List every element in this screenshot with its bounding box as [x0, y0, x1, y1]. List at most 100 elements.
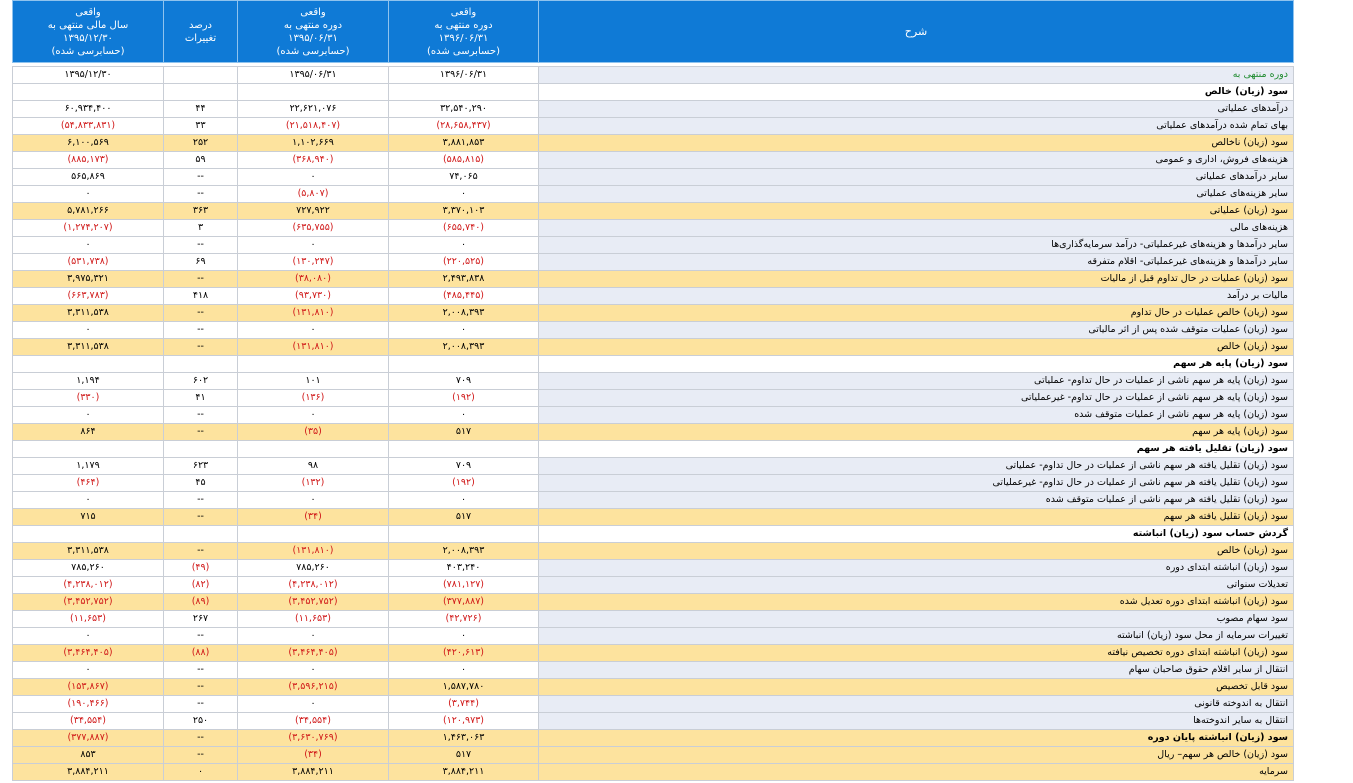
cell-description: سود (زیان) خالص — [538, 542, 1294, 560]
cell-change-percent: -- — [163, 406, 238, 424]
table-row: سود (زیان) خالص — [12, 83, 1294, 101]
header-curr-line2: دوره منتهی به — [434, 19, 493, 31]
cell-description: تغییرات سرمایه از محل سود (زیان) انباشته — [538, 627, 1294, 645]
cell-change-percent: -- — [163, 423, 238, 441]
cell-change-percent: ۶۹ — [163, 253, 238, 271]
cell-current-period: ۵۱۷ — [388, 746, 539, 764]
cell-description: سود (زیان) خالص — [538, 338, 1294, 356]
cell-current-period: ۷۴,۰۶۵ — [388, 168, 539, 186]
cell-change-percent: ۳ — [163, 219, 238, 237]
cell-previous-period — [237, 440, 389, 458]
cell-current-period: (۱۹۲) — [388, 389, 539, 407]
cell-fiscal-year: ۰ — [12, 627, 164, 645]
cell-fiscal-year: ۳,۳۱۱,۵۳۸ — [12, 338, 164, 356]
table-row: ۳,۹۷۵,۳۲۱ -- (۳۸,۰۸۰) ۲,۴۹۳,۸۳۸ سود (زیان) ع… — [12, 270, 1294, 288]
cell-previous-period: ۱۳۹۵/۰۶/۳۱ — [237, 66, 389, 84]
cell-previous-period: (۲۱,۵۱۸,۴۰۷) — [237, 117, 389, 135]
cell-previous-period — [237, 83, 389, 101]
table-row: (۵۳۱,۷۳۸) ۶۹ (۱۳۰,۲۴۷) (۲۲۰,۵۲۵) سایر درآمده… — [12, 253, 1294, 271]
cell-current-period: ۰ — [388, 185, 539, 203]
table-row: (۳,۴۵۲,۷۵۲) (۸۹) (۳,۴۵۲,۷۵۲) (۳۷۷,۸۸۷) سود (… — [12, 593, 1294, 611]
cell-description: سود (زیان) پایه هر سهم ناشی از عملیات در… — [538, 372, 1294, 390]
table-row: ۱,۱۹۴ ۶۰۲ ۱۰۱ ۷۰۹ سود (زیان) پایه هر سهم ناش… — [12, 372, 1294, 390]
cell-current-period: ۳,۳۷۰,۱۰۳ — [388, 202, 539, 220]
cell-current-period: (۴۲,۷۲۶) — [388, 610, 539, 628]
table-row: (۱,۲۷۴,۲۰۷) ۳ (۶۳۵,۷۵۵) (۶۵۵,۷۴۰) هزینه‌های … — [12, 219, 1294, 237]
cell-fiscal-year — [12, 440, 164, 458]
cell-current-period: ۵۱۷ — [388, 423, 539, 441]
cell-description: درآمدهای عملیاتی — [538, 100, 1294, 118]
cell-previous-period: ۱,۱۰۲,۶۶۹ — [237, 134, 389, 152]
income-statement-table: واقعی سال مالی منتهی به ۱۳۹۵/۱۲/۳۰ (حساب… — [12, 0, 1294, 781]
cell-description: سود (زیان) انباشته ابتدای دوره تعدیل شده — [538, 593, 1294, 611]
header-prev-line3: ۱۳۹۵/۰۶/۳۱ — [288, 32, 338, 44]
cell-fiscal-year: (۱۵۳,۸۶۷) — [12, 678, 164, 696]
header-fy-line4: (حسابرسی شده) — [51, 45, 125, 57]
cell-change-percent: -- — [163, 168, 238, 186]
cell-change-percent: -- — [163, 491, 238, 509]
cell-description: سود (زیان) ناخالص — [538, 134, 1294, 152]
cell-current-period: ۰ — [388, 321, 539, 339]
cell-change-percent: ۲۵۲ — [163, 134, 238, 152]
cell-previous-period: (۱۳۶) — [237, 389, 389, 407]
cell-current-period: ۷۰۹ — [388, 372, 539, 390]
table-row: (۶۶۳,۷۸۳) ۴۱۸ (۹۳,۷۳۰) (۴۸۵,۴۴۵) مالیات بر د… — [12, 287, 1294, 305]
cell-description: بهای تمام شده درآمدهای عملیاتی — [538, 117, 1294, 135]
cell-description: مالیات بر درآمد — [538, 287, 1294, 305]
financial-statement-container: واقعی سال مالی منتهی به ۱۳۹۵/۱۲/۳۰ (حساب… — [12, 0, 1294, 781]
cell-change-percent: (۴۹) — [163, 559, 238, 577]
cell-change-percent: -- — [163, 695, 238, 713]
cell-fiscal-year: ۳,۳۱۱,۵۳۸ — [12, 304, 164, 322]
table-row: ۰ -- ۰ ۰ سود (زیان) عملیات متوقف شده پس از ا… — [12, 321, 1294, 339]
cell-fiscal-year: ۳,۹۷۵,۳۲۱ — [12, 270, 164, 288]
table-header-row: واقعی سال مالی منتهی به ۱۳۹۵/۱۲/۳۰ (حساب… — [12, 0, 1294, 63]
cell-description: هزینه‌های فروش، اداری و عمومی — [538, 151, 1294, 169]
cell-change-percent: -- — [163, 321, 238, 339]
cell-current-period: (۷۸۱,۱۲۷) — [388, 576, 539, 594]
cell-change-percent: ۶۲۳ — [163, 457, 238, 475]
cell-change-percent: -- — [163, 661, 238, 679]
cell-previous-period: ۰ — [237, 491, 389, 509]
cell-description: سود (زیان) تقلیل یافته هر سهم ناشی از عم… — [538, 474, 1294, 492]
cell-description: سود (زیان) انباشته ابتدای دوره — [538, 559, 1294, 577]
cell-fiscal-year: ۰ — [12, 661, 164, 679]
table-row: ۷۸۵,۲۶۰ (۴۹) ۷۸۵,۲۶۰ ۴۰۳,۲۴۰ سود (زیان) انبا… — [12, 559, 1294, 577]
cell-previous-period: (۱۳۱,۸۱۰) — [237, 542, 389, 560]
cell-fiscal-year: (۱۱,۶۵۳) — [12, 610, 164, 628]
cell-description: سرمایه — [538, 763, 1294, 781]
cell-change-percent: ۴۱۸ — [163, 287, 238, 305]
cell-change-percent: -- — [163, 338, 238, 356]
header-description: شرح — [538, 0, 1294, 63]
cell-fiscal-year: ۵,۷۸۱,۲۶۶ — [12, 202, 164, 220]
table-row: ۰ -- ۰ ۰ سایر درآمدها و هزینه‌های غیرعملیاتی… — [12, 236, 1294, 254]
cell-description: انتقال به سایر اندوخته‌ها — [538, 712, 1294, 730]
table-row: ۳,۳۱۱,۵۳۸ -- (۱۳۱,۸۱۰) ۲,۰۰۸,۳۹۳ سود (زیان) … — [12, 542, 1294, 560]
cell-current-period: ۳,۸۸۱,۸۵۳ — [388, 134, 539, 152]
table-row: ۷۱۵ -- (۳۴) ۵۱۷ سود (زیان) تقلیل یافته هر سه… — [12, 508, 1294, 526]
cell-previous-period: (۳۴,۵۵۴) — [237, 712, 389, 730]
cell-current-period: (۳,۷۴۴) — [388, 695, 539, 713]
cell-previous-period: ۰ — [237, 661, 389, 679]
cell-change-percent: -- — [163, 746, 238, 764]
cell-current-period: (۴۸۵,۴۴۵) — [388, 287, 539, 305]
cell-description: سود (زیان) خالص — [538, 83, 1294, 101]
cell-description: سود (زیان) تقلیل یافته هر سهم — [538, 508, 1294, 526]
cell-change-percent: -- — [163, 304, 238, 322]
cell-current-period: ۲,۴۹۳,۸۳۸ — [388, 270, 539, 288]
cell-current-period: ۳,۸۸۴,۲۱۱ — [388, 763, 539, 781]
cell-description: سود (زیان) عملیاتی — [538, 202, 1294, 220]
cell-change-percent: (۸۹) — [163, 593, 238, 611]
header-fiscal-year: واقعی سال مالی منتهی به ۱۳۹۵/۱۲/۳۰ (حساب… — [12, 0, 164, 63]
cell-fiscal-year: (۶۶۳,۷۸۳) — [12, 287, 164, 305]
cell-description: سایر درآمدها و هزینه‌های غیرعملیاتی- درآ… — [538, 236, 1294, 254]
table-row: ۸۶۴ -- (۳۵) ۵۱۷ سود (زیان) پایه هر سهم — [12, 423, 1294, 441]
cell-current-period: ۰ — [388, 627, 539, 645]
cell-change-percent — [163, 355, 238, 373]
cell-current-period: ۵۱۷ — [388, 508, 539, 526]
cell-fiscal-year: ۱,۱۹۴ — [12, 372, 164, 390]
table-row: ۵۶۵,۸۶۹ -- ۰ ۷۴,۰۶۵ سایر درآمدهای عملیاتی — [12, 168, 1294, 186]
cell-description: تعدیلات سنواتی — [538, 576, 1294, 594]
cell-change-percent: -- — [163, 236, 238, 254]
cell-description: انتقال به اندوخته قانونی — [538, 695, 1294, 713]
header-prev-line2: دوره منتهی به — [283, 19, 343, 31]
